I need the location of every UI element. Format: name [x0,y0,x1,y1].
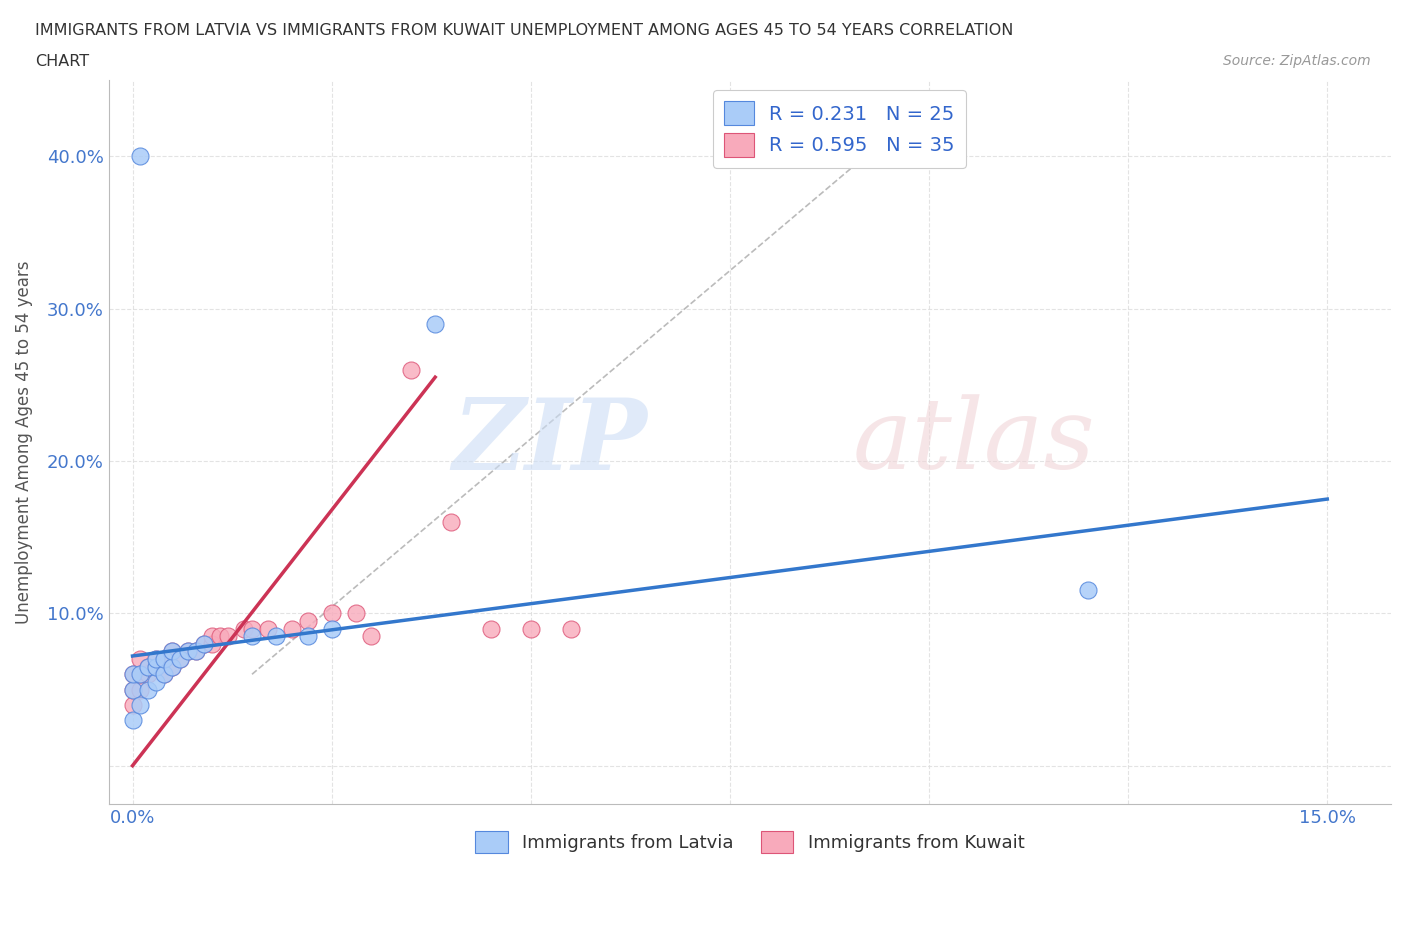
Text: CHART: CHART [35,54,89,69]
Point [121,682,143,697]
Point [360,629,382,644]
Point [186,644,208,658]
Point [217,629,239,644]
Point [121,667,143,682]
Point [162,659,184,674]
Point [129,667,152,682]
Point [479,621,502,636]
Point [193,636,215,651]
Text: IMMIGRANTS FROM LATVIA VS IMMIGRANTS FROM KUWAIT UNEMPLOYMENT AMONG AGES 45 TO 5: IMMIGRANTS FROM LATVIA VS IMMIGRANTS FRO… [35,23,1014,38]
Point [153,652,176,667]
Point [129,667,152,682]
Point [425,316,447,331]
Point [121,682,143,697]
Point [233,621,256,636]
Point [201,629,224,644]
Point [169,652,191,667]
Point [138,682,160,697]
Point [145,659,167,674]
Point [153,652,176,667]
Point [177,644,200,658]
Text: Source: ZipAtlas.com: Source: ZipAtlas.com [1223,54,1371,68]
Point [145,652,167,667]
Point [401,362,423,377]
Point [193,636,215,651]
Point [297,614,319,629]
Point [321,606,343,621]
Point [297,629,319,644]
Point [560,621,582,636]
Point [129,149,152,164]
Point [209,629,232,644]
Text: ZIP: ZIP [453,393,647,490]
Point [177,644,200,658]
Point [257,621,280,636]
Point [240,629,263,644]
Point [440,514,463,529]
Point [1077,583,1099,598]
Point [138,659,160,674]
Point [121,712,143,727]
Point [264,629,287,644]
Y-axis label: Unemployment Among Ages 45 to 54 years: Unemployment Among Ages 45 to 54 years [15,260,32,624]
Point [121,667,143,682]
Point [162,659,184,674]
Point [145,652,167,667]
Point [145,674,167,689]
Point [520,621,543,636]
Point [121,698,143,712]
Point [129,682,152,697]
Point [344,606,367,621]
Point [138,667,160,682]
Point [321,621,343,636]
Point [281,621,304,636]
Point [129,698,152,712]
Point [162,644,184,658]
Point [169,652,191,667]
Point [129,652,152,667]
Point [153,667,176,682]
Point [145,659,167,674]
Point [153,667,176,682]
Point [201,636,224,651]
Text: atlas: atlas [852,394,1095,489]
Point [186,644,208,658]
Point [240,621,263,636]
Point [138,659,160,674]
Point [162,644,184,658]
Legend: Immigrants from Latvia, Immigrants from Kuwait: Immigrants from Latvia, Immigrants from … [468,823,1032,860]
